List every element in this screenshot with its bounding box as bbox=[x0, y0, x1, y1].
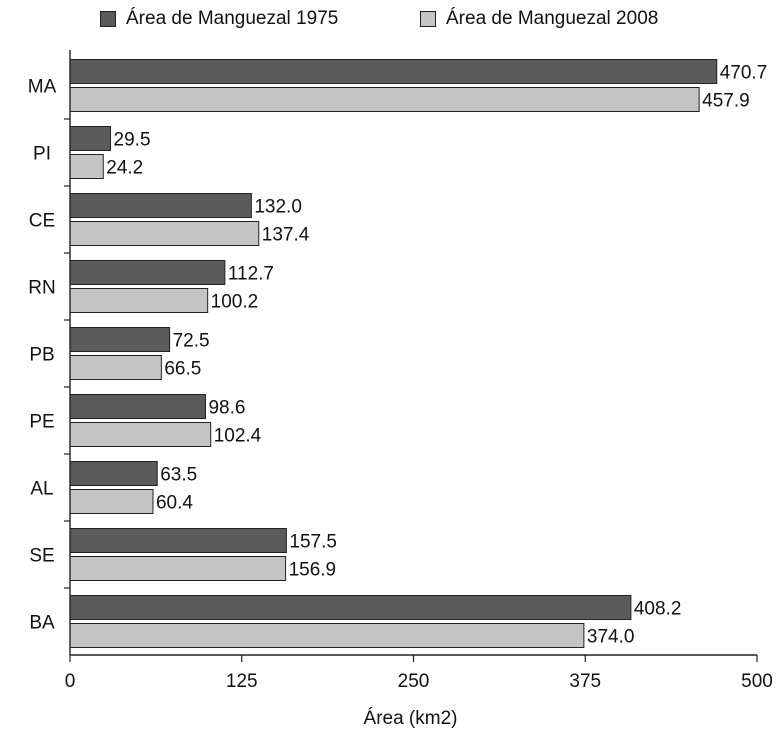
category-label-ma: MA bbox=[28, 77, 57, 98]
data-label-pi-1975: 29.5 bbox=[114, 130, 151, 151]
legend-label-1975: Área de Manguezal 1975 bbox=[126, 8, 339, 29]
bar-al-2008 bbox=[69, 489, 154, 514]
bar-ma-1975 bbox=[69, 59, 718, 84]
data-label-ce-2008: 137.4 bbox=[262, 225, 310, 246]
legend-item-2008: Área de Manguezal 2008 bbox=[420, 8, 658, 30]
bar-pb-1975 bbox=[69, 327, 171, 352]
bar-se-1975 bbox=[69, 528, 287, 553]
data-label-pi-2008: 24.2 bbox=[106, 158, 143, 179]
bar-pb-2008 bbox=[69, 355, 162, 380]
category-label-pi: PI bbox=[33, 144, 51, 165]
category-label-al: AL bbox=[30, 479, 53, 500]
x-tick-label: 500 bbox=[741, 671, 773, 692]
x-axis-title: Área (km2) bbox=[364, 708, 458, 729]
category-label-pe: PE bbox=[29, 412, 54, 433]
legend: Área de Manguezal 1975 Área de Manguezal… bbox=[0, 8, 776, 38]
bar-se-2008 bbox=[69, 556, 287, 581]
bar-ba-1975 bbox=[69, 595, 632, 620]
bar-pi-2008 bbox=[69, 154, 104, 179]
x-tick-label: 250 bbox=[398, 671, 430, 692]
legend-label-2008: Área de Manguezal 2008 bbox=[446, 8, 659, 29]
data-label-pe-1975: 98.6 bbox=[208, 398, 245, 419]
data-label-se-2008: 156.9 bbox=[289, 560, 337, 581]
category-label-pb: PB bbox=[29, 345, 54, 366]
data-label-ba-2008: 374.0 bbox=[587, 627, 635, 648]
bar-al-1975 bbox=[69, 461, 158, 486]
category-label-rn: RN bbox=[28, 278, 55, 299]
x-tick-label: 375 bbox=[569, 671, 601, 692]
bar-rn-2008 bbox=[69, 288, 209, 313]
bar-pi-1975 bbox=[69, 126, 112, 151]
data-label-ma-1975: 470.7 bbox=[720, 63, 768, 84]
data-label-al-2008: 60.4 bbox=[156, 493, 193, 514]
legend-swatch-1975 bbox=[100, 11, 116, 27]
bar-rn-1975 bbox=[69, 260, 226, 285]
category-label-ba: BA bbox=[29, 613, 55, 634]
bar-ma-2008 bbox=[69, 87, 700, 112]
data-label-pb-1975: 72.5 bbox=[173, 331, 210, 352]
data-label-ba-1975: 408.2 bbox=[634, 599, 682, 620]
data-label-rn-2008: 100.2 bbox=[211, 292, 259, 313]
data-label-se-1975: 157.5 bbox=[289, 532, 337, 553]
data-label-pb-2008: 66.5 bbox=[164, 359, 201, 380]
data-label-rn-1975: 112.7 bbox=[228, 264, 274, 285]
data-label-ma-2008: 457.9 bbox=[702, 91, 750, 112]
x-tick-label: 0 bbox=[65, 671, 76, 692]
bar-ba-2008 bbox=[69, 623, 585, 648]
data-label-pe-2008: 102.4 bbox=[214, 426, 262, 447]
category-label-se: SE bbox=[29, 546, 54, 567]
x-tick-label: 125 bbox=[226, 671, 258, 692]
bar-pe-1975 bbox=[69, 394, 206, 419]
bar-ce-1975 bbox=[69, 193, 252, 218]
legend-item-1975: Área de Manguezal 1975 bbox=[100, 8, 338, 30]
legend-swatch-2008 bbox=[420, 11, 436, 27]
data-label-ce-1975: 132.0 bbox=[254, 197, 302, 218]
bar-ce-2008 bbox=[69, 221, 260, 246]
category-label-ce: CE bbox=[29, 211, 55, 232]
data-label-al-1975: 63.5 bbox=[160, 465, 197, 486]
bar-pe-2008 bbox=[69, 422, 212, 447]
